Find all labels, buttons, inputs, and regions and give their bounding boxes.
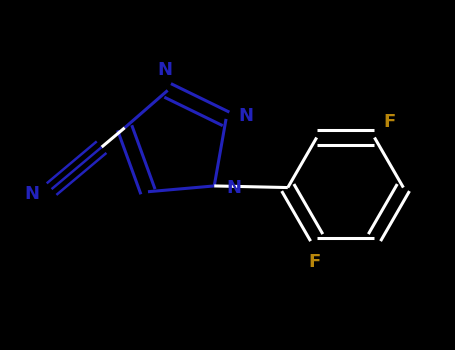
Text: F: F <box>383 113 395 131</box>
Text: N: N <box>24 185 39 203</box>
Text: N: N <box>157 61 172 79</box>
Text: F: F <box>308 253 320 271</box>
Text: N: N <box>238 107 253 125</box>
Text: N: N <box>227 180 242 197</box>
